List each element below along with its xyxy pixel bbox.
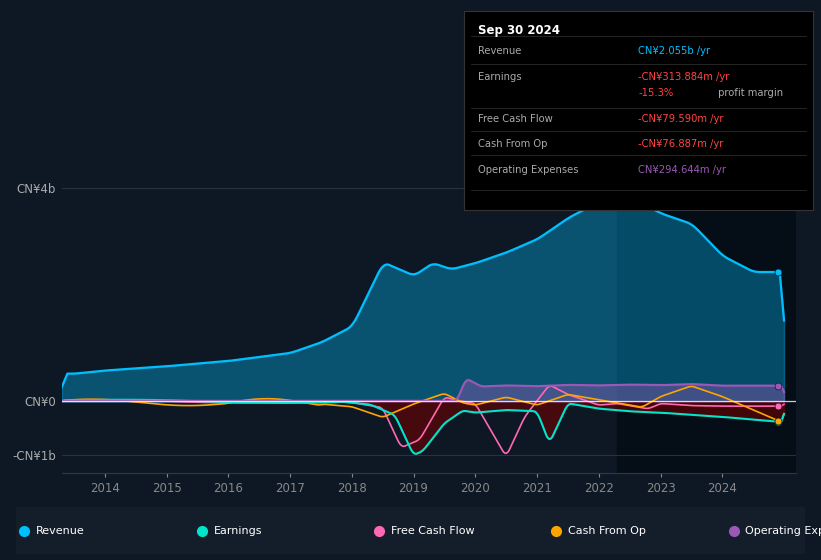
Text: -CN¥313.884m /yr: -CN¥313.884m /yr [639,72,730,82]
Text: Cash From Op: Cash From Op [568,526,646,535]
Text: profit margin: profit margin [715,88,783,97]
Text: Earnings: Earnings [213,526,262,535]
Text: -CN¥76.887m /yr: -CN¥76.887m /yr [639,139,723,150]
Text: Free Cash Flow: Free Cash Flow [391,526,475,535]
Bar [617,151,796,473]
Text: Revenue: Revenue [478,46,521,56]
Text: Cash From Op: Cash From Op [478,139,548,150]
Text: Sep 30 2024: Sep 30 2024 [478,24,560,37]
Text: CN¥2.055b /yr: CN¥2.055b /yr [639,46,710,56]
Text: CN¥294.644m /yr: CN¥294.644m /yr [639,165,727,175]
Text: Operating Expenses: Operating Expenses [478,165,578,175]
Text: -15.3%: -15.3% [639,88,673,97]
Text: Revenue: Revenue [36,526,85,535]
Text: Earnings: Earnings [478,72,521,82]
Text: -CN¥79.590m /yr: -CN¥79.590m /yr [639,114,724,124]
Text: Operating Expenses: Operating Expenses [745,526,821,535]
Text: Free Cash Flow: Free Cash Flow [478,114,553,124]
